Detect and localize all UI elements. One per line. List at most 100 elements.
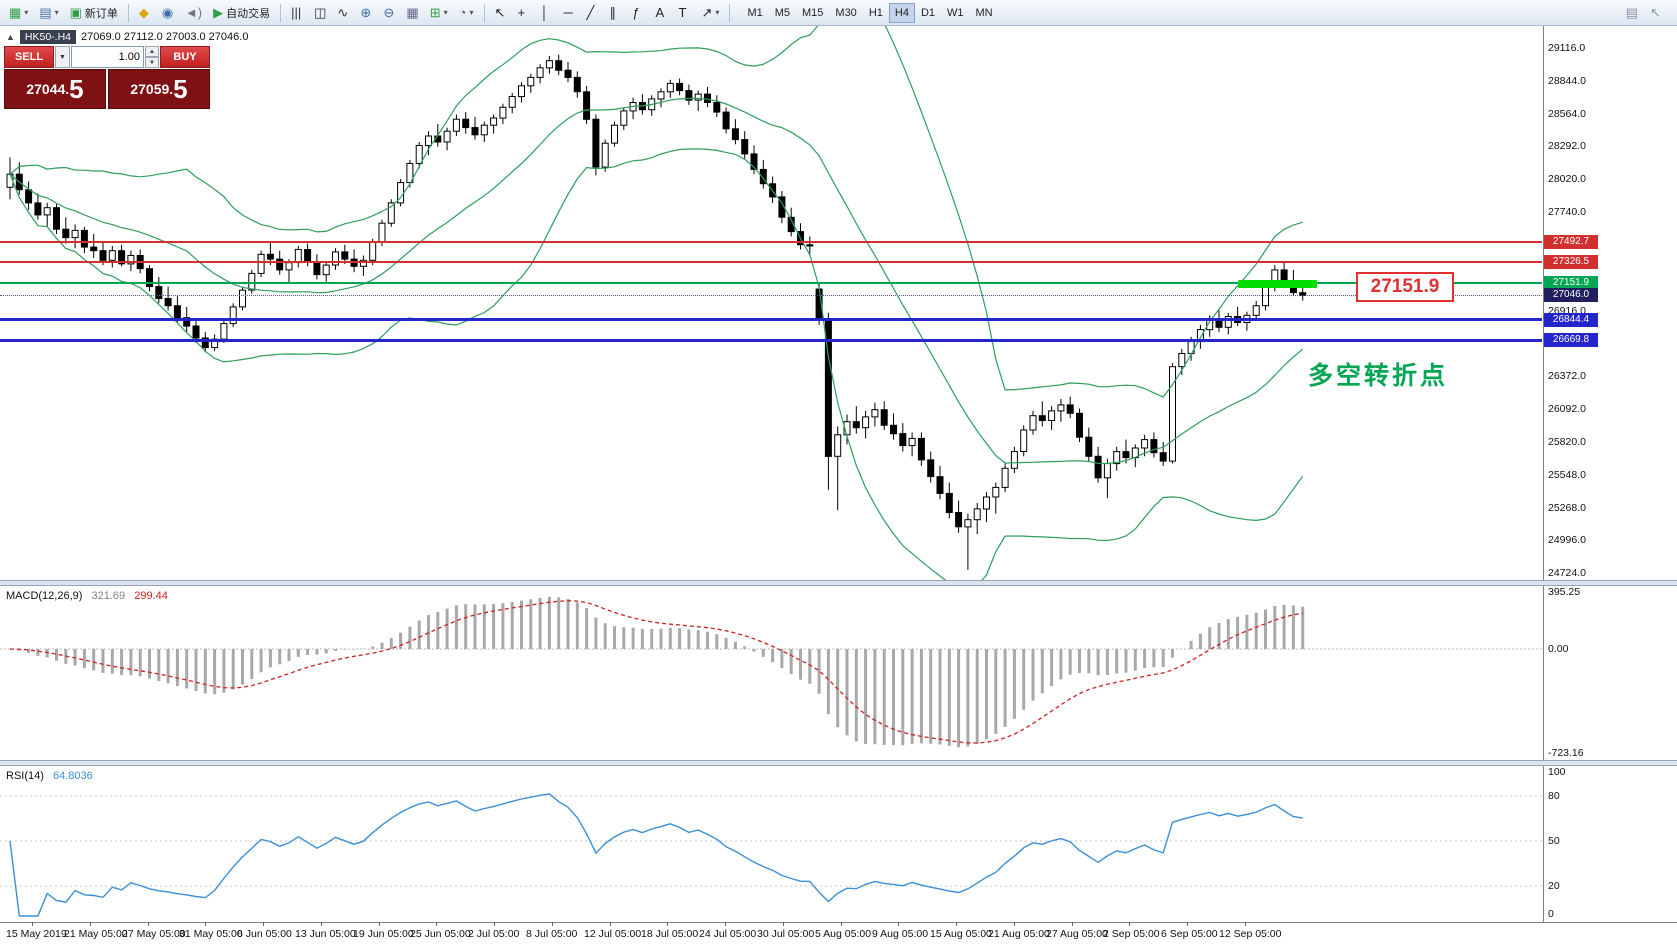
- x-axis-tick: [379, 922, 380, 926]
- one-click-options-caret-icon[interactable]: ▼: [55, 46, 70, 68]
- panel-splitter[interactable]: [0, 580, 1677, 586]
- chart-window-button[interactable]: ▤: [1621, 2, 1643, 24]
- price-badge-27492.7: 27492.7: [1544, 235, 1598, 249]
- sell-price-panel[interactable]: 27044. 5: [4, 69, 106, 109]
- crosshair-icon: +: [517, 5, 526, 20]
- x-axis-label: 6 Jun 05:00: [237, 928, 292, 940]
- buy-price-pip: 5: [173, 74, 188, 104]
- macd-panel[interactable]: [0, 586, 1542, 760]
- new-chart-icon: ▦: [9, 5, 22, 20]
- sell-button[interactable]: SELL: [4, 46, 54, 68]
- vertical-line-button[interactable]: │: [536, 2, 558, 24]
- hline-26844.4[interactable]: [0, 318, 1542, 321]
- macd-signal-line: [9, 600, 1303, 744]
- x-axis-tick: [494, 922, 495, 926]
- x-axis-tick: [783, 922, 784, 926]
- buy-button[interactable]: BUY: [160, 46, 210, 68]
- arrows-button[interactable]: ↗ ▾: [697, 2, 725, 24]
- crosshair-button[interactable]: +: [513, 2, 535, 24]
- text-button[interactable]: A: [651, 2, 673, 24]
- horizontal-line-button[interactable]: ─: [559, 2, 581, 24]
- market-icon: ◆: [138, 5, 149, 20]
- one-click-trading-panel: SELL ▼ ▲ ▼ BUY 27044.5 27059.5: [4, 46, 210, 109]
- hline-27151.9[interactable]: [0, 282, 1542, 284]
- x-axis-tick: [725, 922, 726, 926]
- macd-main-value: 321.69: [91, 590, 126, 602]
- buy-price-panel[interactable]: 27059. 5: [108, 69, 210, 109]
- rsi-panel[interactable]: [0, 766, 1542, 922]
- dropdown-caret-icon: ▾: [715, 8, 720, 17]
- tile-windows-button[interactable]: ▦: [401, 2, 423, 24]
- sound-alerts-button[interactable]: ◄): [180, 2, 207, 24]
- new-order-icon: ▣: [69, 5, 82, 20]
- hline-27326.5[interactable]: [0, 261, 1542, 263]
- x-axis-label: 12 Sep 05:00: [1219, 928, 1282, 940]
- volume-input[interactable]: [71, 46, 144, 68]
- x-axis-tick: [90, 922, 91, 926]
- toolbar-separator: [127, 3, 129, 22]
- sell-price-pip: 5: [69, 74, 84, 104]
- line-chart-type-icon: ∿: [337, 5, 349, 20]
- volume-up-button[interactable]: ▲: [145, 46, 159, 57]
- buy-price-main: 27059.: [130, 81, 174, 97]
- indicators-button[interactable]: ⊞ ▾: [425, 2, 453, 24]
- one-click-collapse-arrow[interactable]: ▲: [6, 32, 15, 42]
- y-axis-label: 25548.0: [1548, 469, 1586, 481]
- x-axis-label: 2 Sep 05:00: [1103, 928, 1160, 940]
- profiles-button[interactable]: ▤ ▾: [34, 2, 63, 24]
- price-badge-27326.5: 27326.5: [1544, 255, 1598, 269]
- bull-bear-turning-point-note[interactable]: 多空转折点: [1308, 362, 1449, 390]
- equidistant-channel-button[interactable]: ∥: [605, 2, 627, 24]
- timeframe-w1-button[interactable]: W1: [941, 3, 970, 23]
- x-axis-tick: [436, 922, 437, 926]
- zoom-in-button[interactable]: ⊕: [355, 2, 377, 24]
- rsi-line: [9, 793, 1303, 917]
- pointer-tool-button[interactable]: ↖: [1645, 2, 1667, 24]
- x-axis-tick: [552, 922, 553, 926]
- x-axis-tick: [667, 922, 668, 926]
- timeframe-h4-button[interactable]: H4: [888, 2, 915, 23]
- panel-splitter[interactable]: [0, 760, 1677, 766]
- candlestick-chart-type-button[interactable]: ◫: [309, 2, 331, 24]
- fibonacci-icon: ƒ: [632, 5, 640, 20]
- hline-27492.7[interactable]: [0, 241, 1542, 243]
- x-axis-label: 24 Jul 05:00: [699, 928, 757, 940]
- one-click-controls: SELL ▼ ▲ ▼ BUY: [4, 46, 210, 68]
- timeframe-m30-button[interactable]: M30: [829, 3, 862, 23]
- periods-button[interactable]: ◔ ▾: [454, 2, 479, 24]
- contacts-button[interactable]: ◉: [157, 2, 179, 24]
- x-axis-label: 2 Jul 05:00: [468, 928, 520, 940]
- timeframe-mn-button[interactable]: MN: [970, 3, 999, 23]
- timeframe-m1-button[interactable]: M1: [741, 3, 768, 23]
- timeframe-m5-button[interactable]: M5: [769, 3, 796, 23]
- periods-icon: ◔: [458, 5, 467, 20]
- trendline-button[interactable]: ╱: [582, 2, 604, 24]
- zoom-out-button[interactable]: ⊖: [378, 2, 400, 24]
- x-axis-label: 19 Jun 05:00: [353, 928, 414, 940]
- timeframe-m15-button[interactable]: M15: [796, 3, 829, 23]
- hline-26669.8[interactable]: [0, 339, 1542, 342]
- highlight-zone[interactable]: [1238, 280, 1317, 288]
- x-axis-label: 15 Aug 05:00: [930, 928, 992, 940]
- fibonacci-button[interactable]: ƒ: [628, 2, 650, 24]
- current-price-badge: 27046.0: [1544, 288, 1598, 302]
- timeframe-h1-button[interactable]: H1: [863, 3, 889, 23]
- time-axis[interactable]: [0, 922, 1677, 948]
- price-callout[interactable]: 27151.9: [1356, 272, 1454, 302]
- market-button[interactable]: ◆: [134, 2, 156, 24]
- new-chart-button[interactable]: ▦ ▾: [4, 2, 33, 24]
- price-chart[interactable]: [0, 26, 1542, 580]
- line-chart-type-button[interactable]: ∿: [332, 2, 354, 24]
- new-order-button[interactable]: ▣ 新订单: [65, 2, 123, 24]
- price-axis[interactable]: [1543, 26, 1677, 922]
- timeframe-d1-button[interactable]: D1: [915, 3, 941, 23]
- auto-trading-button[interactable]: ▶ 自动交易: [208, 2, 275, 24]
- sell-price-main: 27044.: [26, 81, 70, 97]
- x-axis-label: 6 Sep 05:00: [1161, 928, 1218, 940]
- macd-name: MACD(12,26,9): [6, 590, 83, 602]
- cursor-button[interactable]: ↖: [490, 2, 512, 24]
- text-label-button[interactable]: T: [674, 2, 696, 24]
- bar-chart-type-button[interactable]: |||: [286, 2, 308, 24]
- volume-down-button[interactable]: ▼: [145, 57, 159, 68]
- x-axis-tick: [1245, 922, 1246, 926]
